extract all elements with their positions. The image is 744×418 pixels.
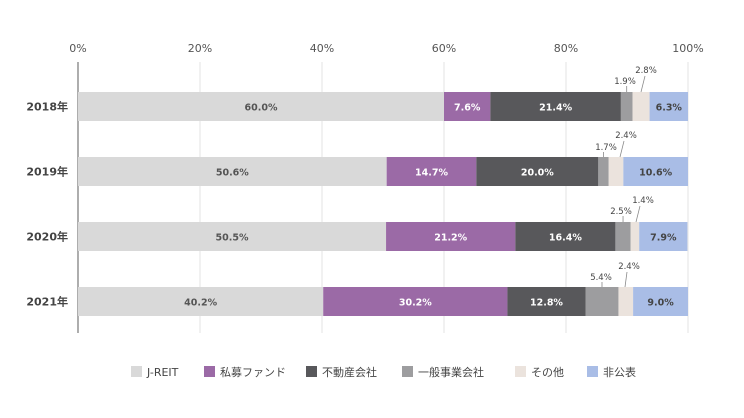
x-tick-label: 80% [554, 42, 578, 55]
legend: J-REIT 私募ファンド 不動産会社 一般事業会社 その他 非公表 [131, 365, 636, 379]
bars: 60.0% 7.6% 21.4% 1.9%2.8% 6.3% 50.6% 14.7% 20.0… [78, 66, 688, 316]
bar-segment [615, 222, 631, 251]
legend-swatch [587, 366, 598, 377]
data-label: 60.0% [245, 103, 278, 114]
bar-segment [630, 222, 640, 251]
data-label: 7.9% [650, 233, 677, 244]
category-label: 2020年 [26, 230, 68, 244]
data-label: 20.0% [521, 168, 554, 179]
bar-segment [515, 222, 616, 251]
data-label: 2.5% [610, 207, 632, 217]
bar-segment [618, 287, 634, 316]
bar-segment [78, 222, 387, 251]
bar-segment [633, 287, 688, 316]
legend-swatch [306, 366, 317, 377]
legend-label: 一般事業会社 [418, 365, 484, 379]
data-label: 1.9% [614, 77, 636, 87]
legend-swatch [515, 366, 526, 377]
bar-segment [444, 92, 491, 121]
leader-line [635, 205, 641, 223]
data-label: 30.2% [399, 298, 432, 309]
bar-segment [585, 287, 619, 316]
bar-segment [78, 157, 387, 186]
bar-segment [78, 92, 444, 121]
data-label: 5.4% [590, 273, 612, 283]
data-label: 7.6% [454, 103, 481, 114]
data-label: 21.4% [539, 103, 572, 114]
data-label: 2.8% [635, 66, 657, 76]
category-label: 2021年 [26, 295, 68, 309]
data-label: 2.4% [615, 131, 637, 141]
data-label: 12.8% [530, 298, 563, 309]
data-label: 2.4% [618, 262, 640, 272]
legend-swatch [131, 366, 142, 377]
x-tick-label: 40% [310, 42, 334, 55]
leader-line [640, 75, 646, 93]
data-label: 50.6% [216, 168, 249, 179]
bar-segment [490, 92, 621, 121]
bar-segment [598, 157, 609, 186]
legend-label: J-REIT [146, 366, 179, 379]
data-label: 14.7% [415, 168, 448, 179]
bar-segment [649, 92, 688, 121]
bar-segment [623, 157, 688, 186]
category-labels: 2018年 2019年 2020年 2021年 [26, 100, 68, 309]
bar-segment [386, 222, 516, 251]
category-label: 2019年 [26, 165, 68, 179]
bar-segment [620, 92, 633, 121]
bar-segment [632, 92, 650, 121]
bar-segment [386, 157, 477, 186]
leader-line [619, 140, 625, 158]
x-axis-ticks: 0% 20% 40% 60% 80% 100% [69, 42, 703, 55]
x-tick-label: 20% [188, 42, 212, 55]
x-tick-label: 60% [432, 42, 456, 55]
x-tick-label: 100% [672, 42, 703, 55]
data-label: 10.6% [639, 168, 672, 179]
category-label: 2018年 [26, 100, 68, 114]
data-label: 6.3% [656, 103, 683, 114]
data-label: 9.0% [647, 298, 674, 309]
data-label: 16.4% [549, 233, 582, 244]
legend-label: 私募ファンド [220, 366, 286, 379]
data-label: 21.2% [434, 233, 467, 244]
bar-segment [608, 157, 624, 186]
legend-label: 不動産会社 [322, 365, 377, 379]
data-label: 1.7% [595, 143, 617, 153]
legend-label: その他 [531, 366, 564, 379]
legend-swatch [402, 366, 413, 377]
bar-segment [507, 287, 586, 316]
x-tick-label: 0% [69, 42, 86, 55]
data-label: 40.2% [184, 298, 217, 309]
legend-swatch [204, 366, 215, 377]
bar-segment [78, 287, 324, 316]
bar-segment [323, 287, 508, 316]
data-label: 1.4% [632, 196, 654, 206]
bar-segment [476, 157, 599, 186]
legend-label: 非公表 [603, 365, 636, 379]
data-label: 50.5% [216, 233, 249, 244]
bar-segment [639, 222, 688, 251]
leader-line [624, 271, 628, 288]
